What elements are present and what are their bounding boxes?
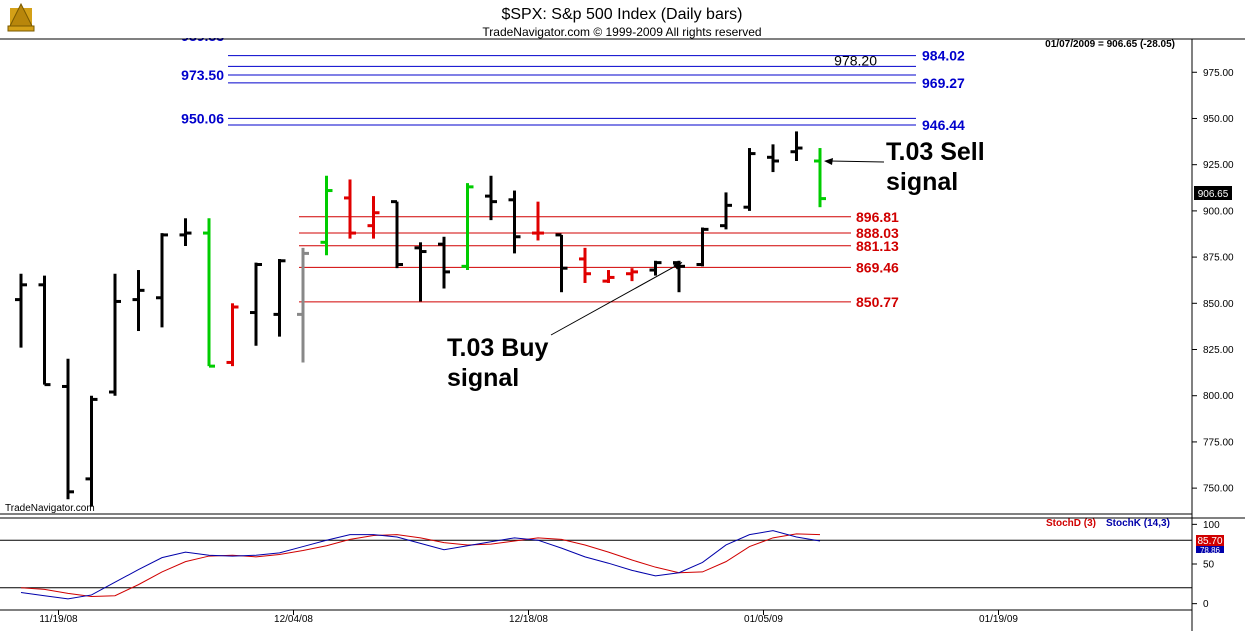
x-axis: 11/19/08 12/04/08 12/18/08 01/05/09 01/19/09 (39, 610, 1018, 625)
ohlc-bar (320, 175, 333, 256)
ohlc-bar (391, 200, 403, 269)
x-tick-label: 01/05/09 (744, 614, 783, 625)
sell-signal-line: T.03 Sell (886, 138, 985, 166)
lower-level-label: 896.81 (856, 209, 899, 225)
price-y-tick-label: 875.00 (1203, 253, 1234, 264)
chart-title: $SPX: S&p 500 Index (Daily bars) (501, 6, 742, 23)
ohlc-bar (179, 218, 192, 247)
buy-signal-arrow (550, 262, 683, 336)
ohlc-bar (62, 358, 74, 500)
stoch-y-tick-label: 100 (1203, 520, 1220, 531)
stoch-d-line (20, 533, 821, 598)
upper-level-label: 973.50 (181, 67, 224, 83)
ohlc-bar (485, 175, 497, 221)
price-y-tick-label: 750.00 (1203, 484, 1234, 495)
x-tick-label: 11/19/08 (39, 614, 78, 625)
upper-level-label: 984.02 (922, 48, 965, 64)
buy-signal-line: T.03 Buy (447, 334, 549, 362)
price-bars (15, 131, 826, 507)
ohlc-bar (743, 148, 756, 211)
ohlc-bar (767, 144, 779, 173)
sell-signal-label: T.03 Sell signal (886, 138, 985, 196)
stoch-y-tick-label: 50 (1203, 560, 1215, 571)
upper-level-label: 969.27 (922, 75, 965, 91)
lower-level-label: 869.46 (856, 259, 899, 275)
ohlc-bar (367, 196, 380, 239)
level-lines: 984.02978.20973.50969.27950.06946.44989.… (150, 0, 965, 310)
ohlc-bar (85, 395, 98, 507)
upper-level-label: 978.20 (834, 52, 877, 68)
ohlc-bar (344, 179, 356, 239)
buy-signal-label: T.03 Buy signal (447, 334, 549, 392)
price-y-axis: 750.00 775.00 800.00 825.00 850.00 875.00 900.… (1192, 68, 1234, 495)
price-y-tick-label: 950.00 (1203, 114, 1234, 125)
ohlc-bar (38, 275, 51, 387)
ohlc-bar (250, 262, 262, 346)
watermark-text: TradeNavigator.com (5, 503, 95, 514)
price-y-tick-label: 900.00 (1203, 206, 1234, 217)
last-price-label: 906.65 (1198, 189, 1229, 200)
ohlc-bar (508, 190, 521, 254)
price-y-tick-label: 925.00 (1203, 160, 1234, 171)
legend-stoch-k: StochK (14,3) (1106, 518, 1170, 529)
stoch-k-value: 78.86 (1200, 546, 1221, 555)
price-panel (0, 38, 1245, 631)
price-y-tick-label: 825.00 (1203, 345, 1234, 356)
lower-level-label: 888.03 (856, 225, 899, 241)
ohlc-bar (790, 131, 803, 161)
ohlc-bar (532, 201, 544, 241)
ohlc-bar (579, 247, 591, 283)
price-y-tick-label: 775.00 (1203, 437, 1234, 448)
legend-stoch-d: StochD (3) (1046, 518, 1096, 529)
x-tick-label: 12/04/08 (274, 614, 313, 625)
ohlc-bar (626, 268, 638, 282)
ohlc-bar (226, 303, 239, 367)
x-tick-label: 01/19/09 (979, 614, 1018, 625)
ohlc-bar (461, 183, 474, 271)
upper-level-label: 950.06 (181, 110, 224, 126)
ohlc-bar (720, 192, 732, 230)
ohlc-bar (555, 233, 568, 293)
copyright-text: TradeNavigator.com © 1999-2009 All right… (482, 25, 761, 39)
ohlc-bar (297, 247, 309, 363)
ohlc-bar (414, 242, 427, 302)
ohlc-bar (696, 227, 709, 267)
upper-level-label: 946.44 (922, 117, 965, 133)
tradenavigator-logo (7, 2, 35, 32)
stoch-d-value-box (1196, 535, 1224, 546)
price-y-tick-label: 800.00 (1203, 391, 1234, 402)
lower-level-label: 881.13 (856, 238, 899, 254)
ohlc-bar (203, 218, 215, 368)
ohlc-bar (649, 260, 662, 276)
ohlc-bar (109, 273, 121, 396)
x-tick-label: 12/18/08 (509, 614, 548, 625)
stoch-d-value: 85.70 (1197, 536, 1222, 547)
label-mask (150, 0, 240, 38)
buy-signal-arrowhead (673, 262, 682, 270)
ohlc-bar (814, 148, 826, 208)
ohlc-bar (15, 273, 27, 348)
buy-signal-line: signal (447, 364, 519, 392)
stoch-y-tick-label: 0 (1203, 599, 1209, 610)
price-y-tick-label: 975.00 (1203, 68, 1234, 79)
price-y-tick-label: 850.00 (1203, 299, 1234, 310)
lower-level-label: 850.77 (856, 294, 899, 310)
last-price-marker: 906.65 (1194, 186, 1232, 200)
sell-signal-line: signal (886, 168, 958, 196)
stoch-k-value-box (1196, 546, 1224, 553)
stoch-k-line (20, 530, 821, 600)
sell-signal-arrow (829, 160, 885, 163)
ohlc-bar (132, 270, 145, 332)
ohlc-bar (602, 270, 615, 283)
ohlc-bar (273, 258, 286, 337)
ohlc-bar (156, 233, 168, 328)
last-value-readout: 01/07/2009 = 906.65 (-28.05) (1045, 39, 1175, 50)
sell-signal-arrowhead (824, 157, 833, 165)
ohlc-bar (438, 236, 450, 289)
